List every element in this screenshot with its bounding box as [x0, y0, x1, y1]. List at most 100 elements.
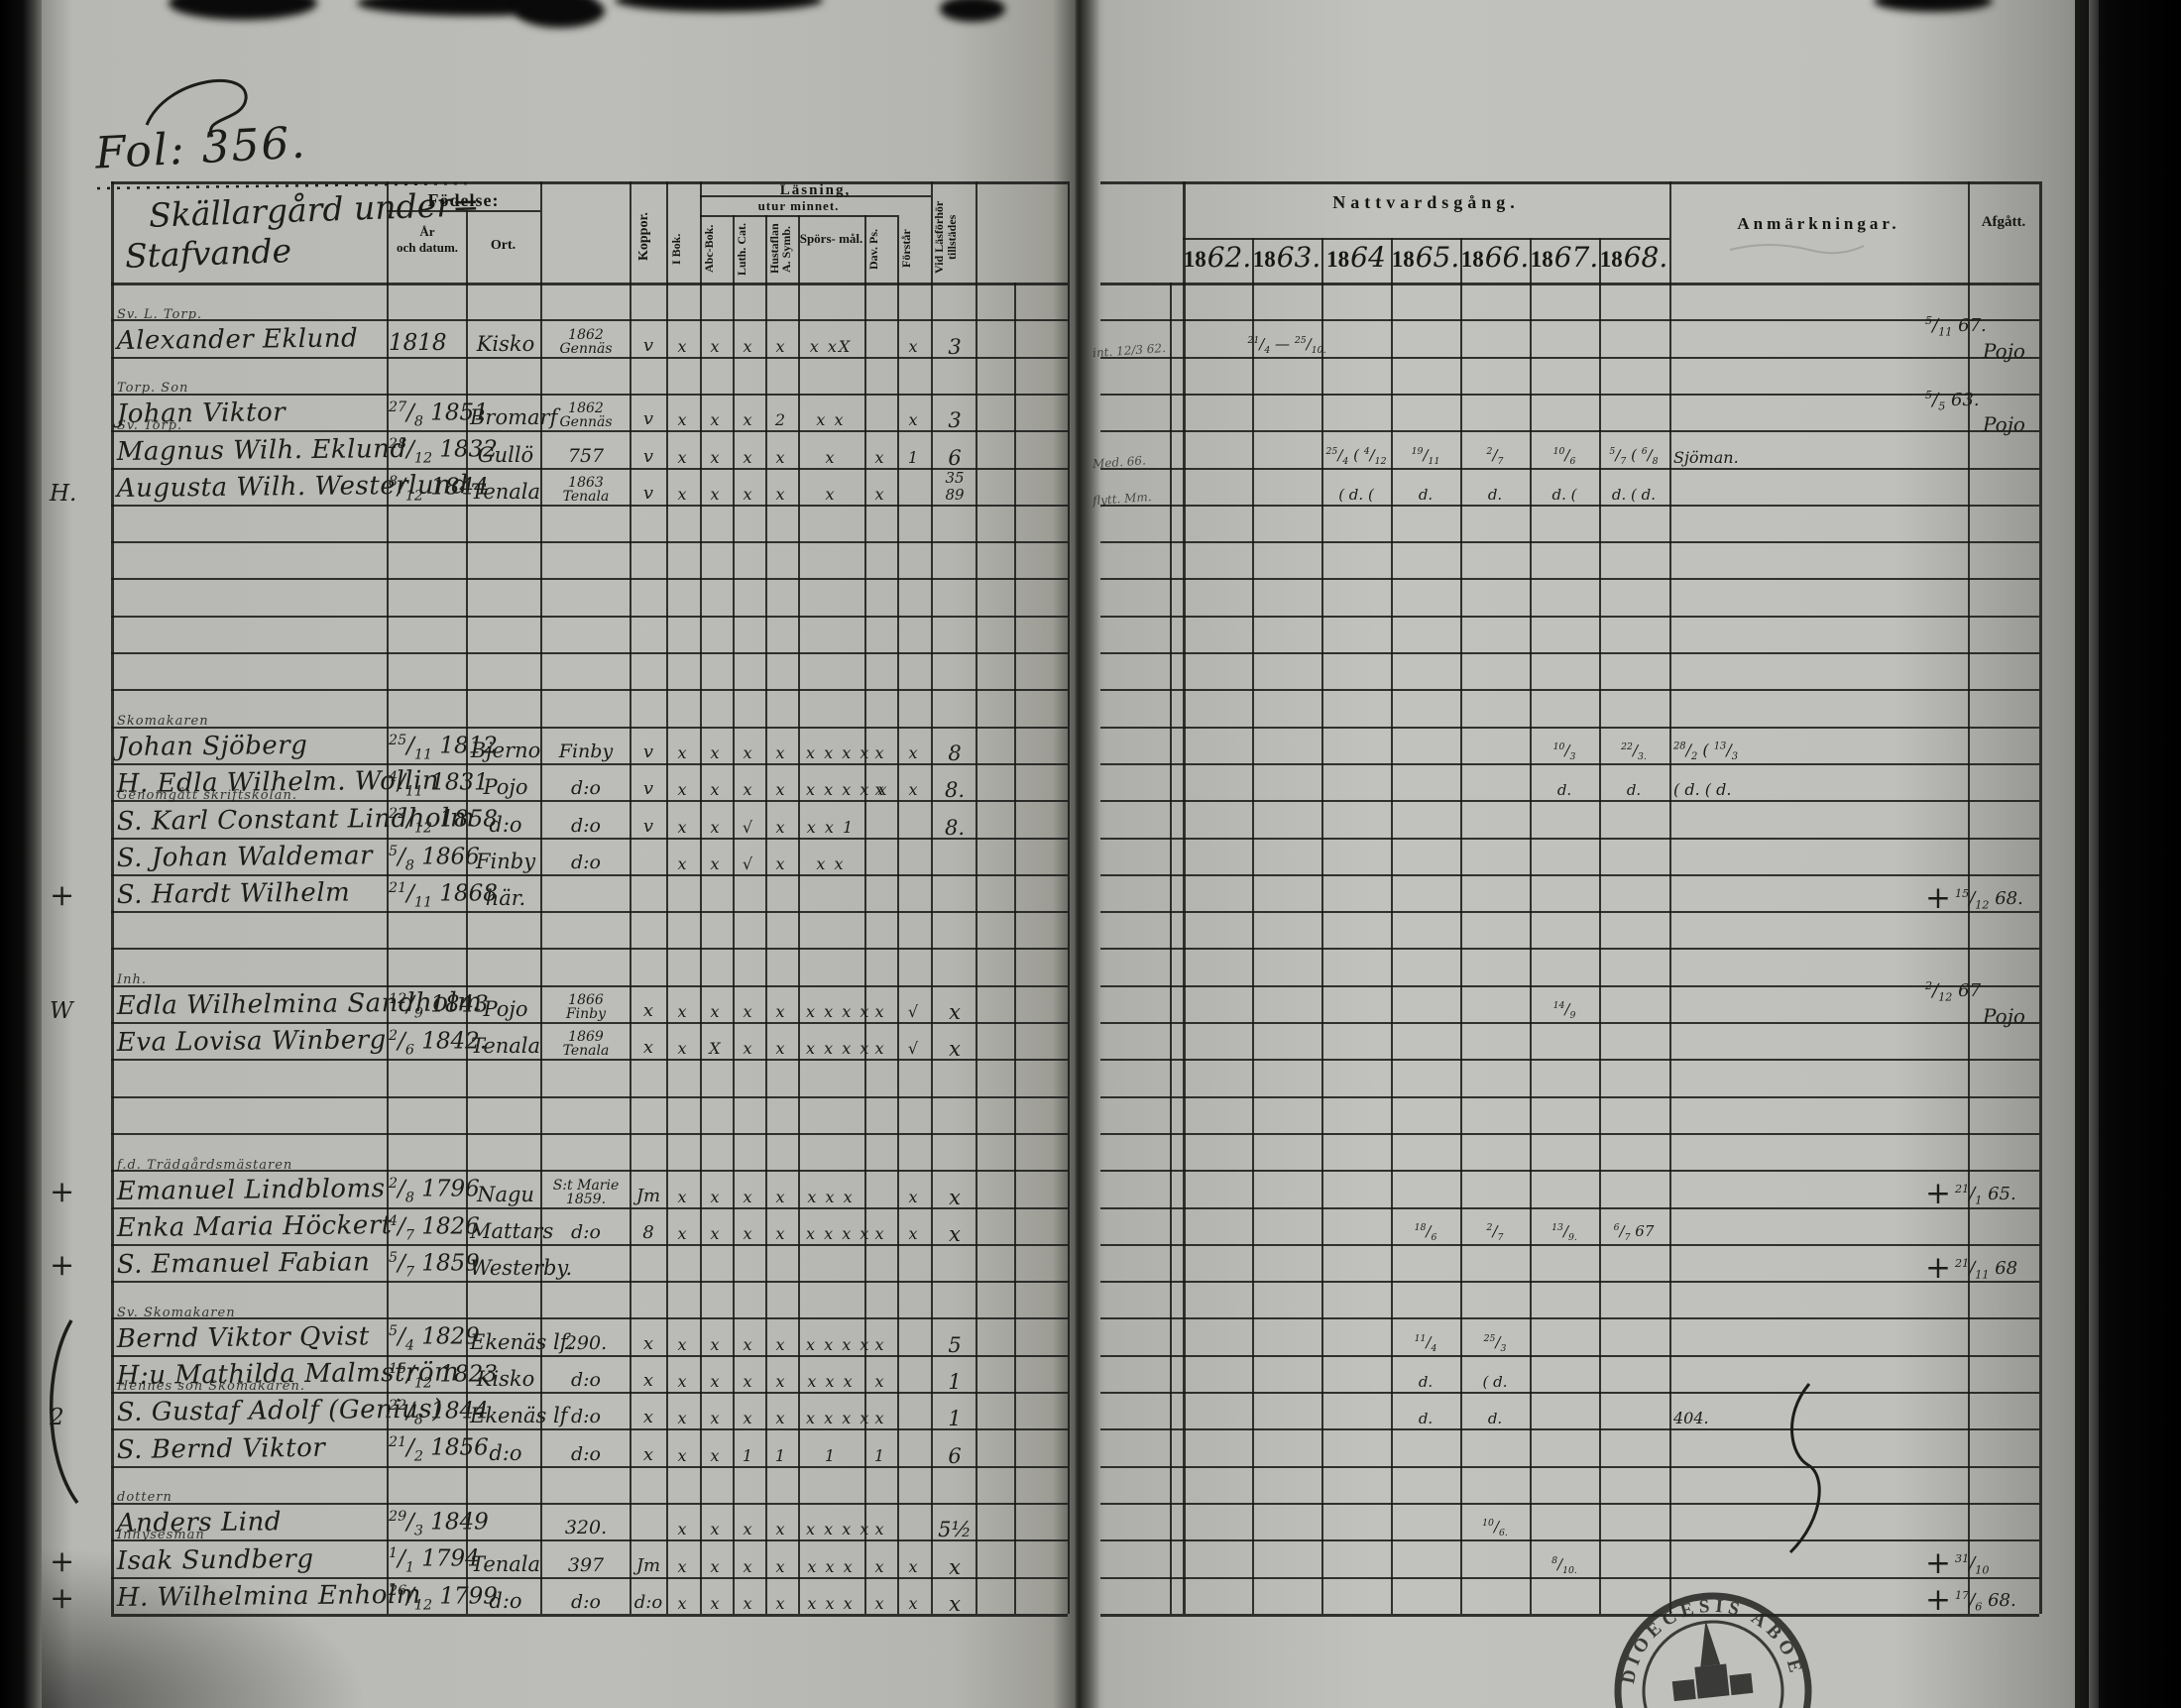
entry-reading-mark: x: [874, 1334, 886, 1354]
entry-communion-1865: d.: [1418, 1410, 1434, 1428]
grid-line: [111, 181, 114, 1614]
grid-line: [1100, 1059, 2039, 1062]
entry-smallpox-mark: Jm: [635, 1554, 661, 1576]
entry-reading-mark: x: [743, 1372, 754, 1391]
entry-occupation-note: Genomgått skriftskolan.: [117, 787, 298, 803]
grid-line: [1100, 1132, 2039, 1135]
column-header-year-1868: 1868.: [1599, 241, 1668, 274]
entry-attendance-number: x: [949, 1000, 961, 1024]
grid-line: [111, 800, 1068, 803]
entry-reading-mark: x: [743, 1556, 754, 1576]
entry-departed: +17∕6 68.: [1925, 1582, 2016, 1619]
entry-reading-mark: x: [908, 1223, 920, 1243]
entry-birth-date: 22∕8 1844: [389, 1398, 489, 1428]
entry-row: dottern Anders Lind 29∕3 1849 320. x x x x x x x…: [46, 1490, 2058, 1540]
entry-communion-1865: d.: [1418, 485, 1434, 504]
grid-line: [111, 1206, 1068, 1209]
pen-flourish: [145, 78, 248, 138]
entry-reading-mark: x x x x: [806, 1334, 871, 1354]
grid-line: [765, 215, 767, 1614]
entry-reading-mark: 1: [907, 447, 921, 467]
grid-line: [1100, 1465, 2039, 1468]
grid-line: [111, 181, 1068, 184]
entry-reading-mark: x: [775, 1520, 787, 1539]
entry-smallpox-mark: v: [642, 482, 654, 504]
entry-smallpox-mark: d:o: [633, 1591, 663, 1613]
entry-occupation-note: f.d. Trädgårdsmästaren: [117, 1157, 293, 1173]
entry-reading-mark: √: [742, 817, 755, 837]
year-printed-prefix: 18: [1599, 247, 1623, 272]
entry-birth-date: 1818: [389, 329, 447, 356]
entry-came-from: d:o: [570, 851, 601, 873]
entry-birth-date: 5∕8 1866: [389, 843, 480, 873]
pencil-squiggle: [1745, 203, 1862, 213]
entry-smallpox-mark: x: [642, 1370, 654, 1391]
entry-communion-1866: ( d.: [1482, 1373, 1508, 1391]
entry-attendance-number: x: [949, 1591, 961, 1616]
entry-reading-mark: √: [742, 854, 755, 873]
entry-reading-mark: x: [677, 336, 689, 356]
grid-line: [864, 215, 866, 1614]
entry-birth-place: Kisko: [476, 331, 535, 356]
entry-attendance-number: 5: [948, 1332, 962, 1357]
grid-line: [1968, 181, 1970, 1614]
entry-came-from: S:t Marie 1859.: [552, 1177, 620, 1207]
entry-reading-mark: √: [907, 1039, 921, 1059]
grid-line: [111, 1022, 1068, 1024]
entry-reading-mark: x: [677, 1520, 689, 1539]
entry-reading-mark: x: [710, 484, 722, 504]
entry-communion-1866: 10∕6.: [1482, 1518, 1508, 1539]
entry-smallpox-mark: v: [642, 740, 654, 762]
entry-reading-mark: x: [743, 1409, 754, 1428]
entry-reading-mark: x: [775, 1334, 787, 1354]
grid-line: [1100, 1614, 2039, 1617]
entry-departed: +31∕10: [1925, 1544, 1990, 1581]
entry-reading-mark: x: [908, 1593, 920, 1613]
grid-line: [111, 1059, 1068, 1062]
pencil-squiggle: [1729, 244, 1865, 255]
entry-reading-mark: x: [677, 1039, 689, 1059]
entry-occupation-note: Inh.: [117, 972, 148, 987]
entry-margin-mark: +: [50, 1248, 75, 1284]
grid-line: [111, 615, 1068, 618]
entry-reading-mark: x x x: [807, 1593, 855, 1613]
entry-reading-mark: x: [775, 447, 787, 467]
year-handwritten-digits: 67.: [1553, 241, 1599, 274]
entry-reading-mark: x: [775, 1593, 787, 1613]
grid-line: [1669, 181, 1671, 1614]
entry-reading-mark: x: [710, 854, 722, 873]
entry-margin-mark: W: [50, 998, 73, 1024]
entry-came-from: 290.: [564, 1331, 608, 1354]
entry-reading-mark: x: [743, 410, 754, 430]
grid-line: [1100, 1170, 2039, 1173]
entry-reading-mark: x x x: [807, 1556, 855, 1576]
family-brace-left: [49, 1319, 79, 1505]
entry-birth-date: 15∕12 1823: [389, 1360, 498, 1391]
entry-departed: 5∕11 67. Pojo: [1925, 314, 2025, 363]
entry-departed: 5∕5 63. Pojo: [1925, 388, 2025, 437]
grid-line: [1100, 615, 2039, 618]
entry-communion-1863: 21∕4 — 25∕10.: [1247, 334, 1326, 356]
entry-occupation-note: dottern: [117, 1490, 172, 1506]
entry-remark: 28∕2 ( 13∕3: [1673, 740, 1739, 762]
grid-line: [1100, 504, 2039, 507]
grid-line: [1183, 238, 1669, 240]
entry-reading-mark: x: [710, 1593, 722, 1613]
entry-reading-mark: x: [677, 817, 689, 837]
grid-line: [1100, 652, 2039, 654]
entry-reading-mark: x: [775, 854, 787, 873]
entry-reading-mark: x: [743, 336, 754, 356]
entry-reading-mark: x: [710, 336, 722, 356]
entry-reading-mark: x: [908, 1187, 920, 1206]
grid-line: [931, 181, 933, 1614]
entry-reading-mark: x: [743, 1002, 754, 1021]
entry-row: Torp. Son Johan Viktor 27∕8 1851 Bromarf 186…: [46, 381, 2058, 434]
entry-birth-date: 4∕7 1826: [389, 1212, 480, 1243]
entry-communion-1868: d. ( d.: [1611, 485, 1657, 504]
entry-reading-mark: x: [908, 336, 920, 356]
entry-reading-mark: x: [677, 1002, 689, 1021]
grid-line: [1100, 1317, 2039, 1320]
entry-came-from: d:o: [570, 1220, 601, 1243]
entry-birth-place: Tenala: [470, 1034, 541, 1059]
